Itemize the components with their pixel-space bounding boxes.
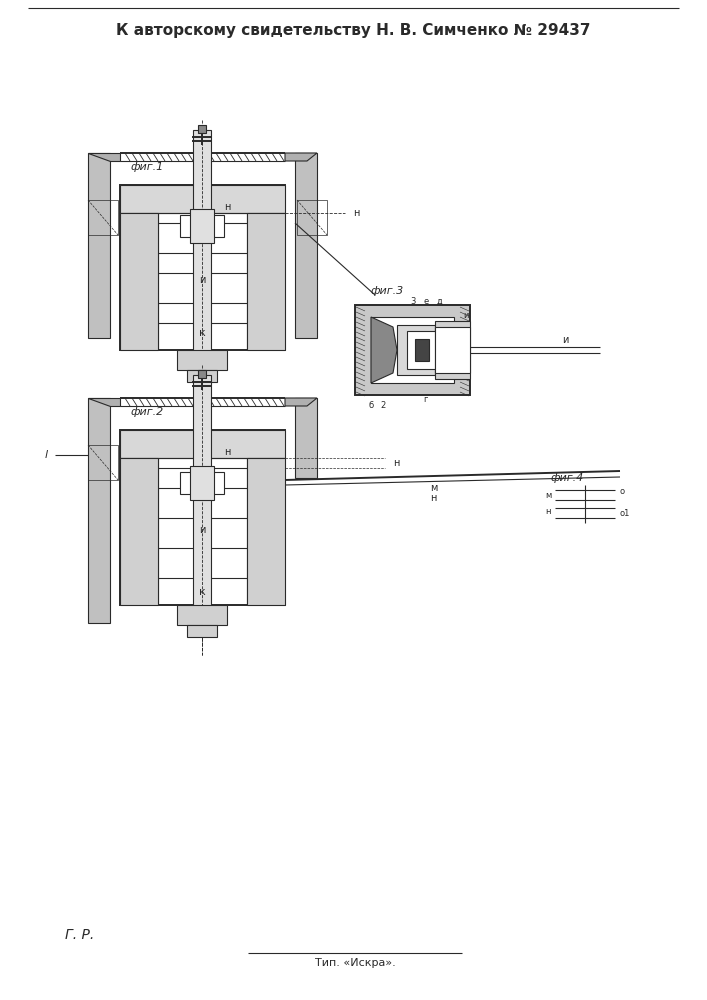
Text: н: н (224, 202, 230, 212)
Polygon shape (88, 398, 120, 406)
Text: фиг.4: фиг.4 (550, 473, 583, 483)
Text: и: и (463, 310, 468, 320)
Text: н: н (430, 493, 436, 503)
Bar (88, 445, 118, 480)
Bar (177, 605, 227, 625)
Bar (295, 398, 317, 478)
Bar (177, 350, 227, 370)
Text: е: е (423, 296, 428, 306)
Bar (198, 370, 206, 378)
Text: 2: 2 (380, 400, 385, 410)
Bar (355, 305, 470, 395)
Bar (120, 458, 158, 605)
Text: г: г (423, 395, 427, 404)
Bar (88, 200, 118, 235)
Bar (297, 200, 327, 235)
Text: о1: о1 (619, 510, 629, 518)
Bar (120, 430, 285, 458)
Bar (295, 153, 317, 338)
Text: 3: 3 (410, 296, 416, 306)
Bar (435, 327, 470, 373)
Bar (120, 185, 285, 350)
Text: м: м (430, 483, 438, 493)
Bar (371, 317, 454, 383)
Bar (193, 375, 211, 635)
Bar (187, 625, 217, 637)
Bar (247, 213, 285, 350)
Bar (407, 331, 435, 369)
Text: и: и (562, 335, 568, 345)
Text: к: к (199, 587, 205, 597)
Text: н: н (393, 458, 399, 468)
Bar (190, 466, 214, 500)
Text: н: н (353, 208, 359, 218)
Text: К авторскому свидетельству Н. В. Симченко № 29437: К авторскому свидетельству Н. В. Симченк… (116, 22, 590, 37)
Text: и: и (199, 525, 205, 535)
Text: н: н (546, 508, 551, 516)
Bar (180, 215, 224, 237)
Bar (415, 339, 429, 361)
Text: фиг.2: фиг.2 (130, 407, 163, 417)
Text: l: l (45, 450, 48, 460)
Bar (120, 430, 285, 605)
Text: н: н (224, 447, 230, 457)
Text: о: о (619, 488, 624, 496)
Text: б: б (368, 400, 373, 410)
Bar (193, 130, 211, 380)
Bar (198, 125, 206, 133)
Text: м: м (545, 490, 551, 499)
Bar (120, 213, 158, 350)
Polygon shape (285, 398, 317, 406)
Bar (88, 153, 110, 338)
Text: Г. Р.: Г. Р. (65, 928, 94, 942)
Polygon shape (371, 317, 397, 383)
Text: к: к (199, 328, 205, 338)
Bar (187, 370, 217, 382)
Polygon shape (285, 153, 317, 161)
Polygon shape (88, 153, 120, 161)
Bar (180, 472, 224, 494)
Text: д: д (437, 296, 443, 306)
Text: фиг.3: фиг.3 (370, 286, 403, 296)
Bar (435, 321, 470, 379)
Bar (190, 209, 214, 243)
Bar (88, 398, 110, 623)
Text: и: и (199, 275, 205, 285)
Bar (397, 325, 435, 375)
Text: Тип. «Искра».: Тип. «Искра». (315, 958, 395, 968)
Bar (247, 458, 285, 605)
Text: фиг.1: фиг.1 (130, 162, 163, 172)
Bar (120, 185, 285, 213)
